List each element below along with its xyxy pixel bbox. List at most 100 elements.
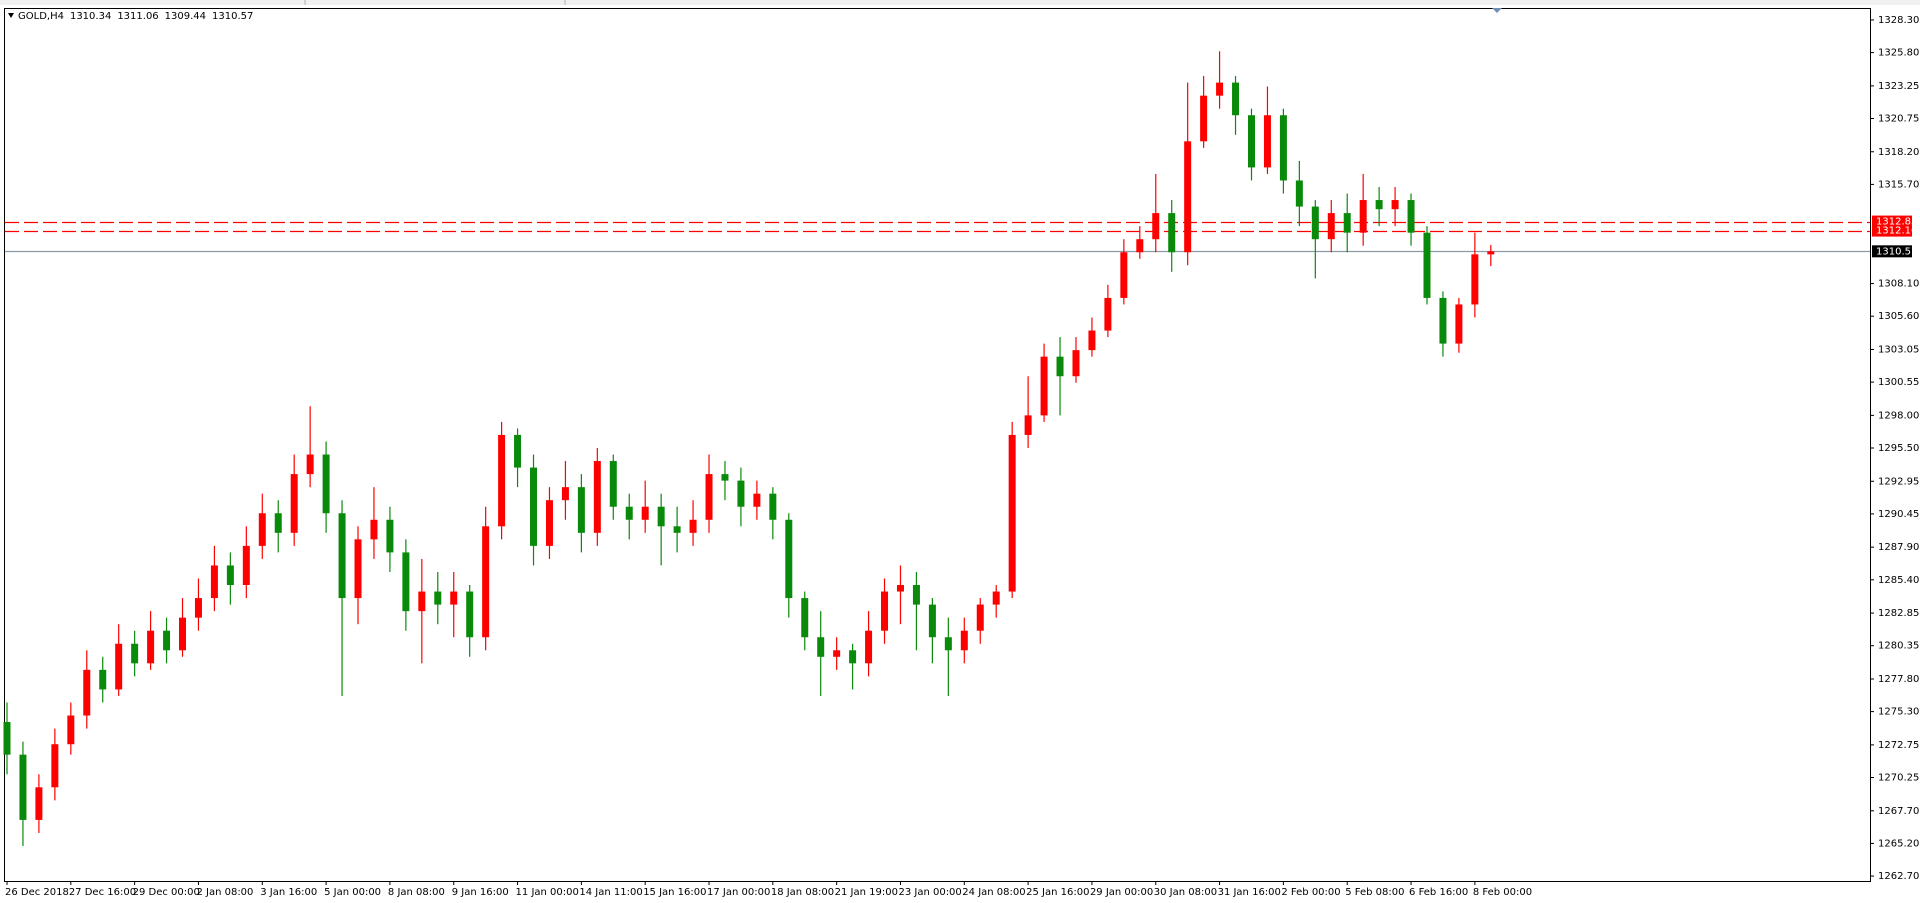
candle-body <box>657 506 665 527</box>
candle-body <box>865 630 873 664</box>
header-high: 1311.06 <box>117 11 158 22</box>
x-tick-label: 21 Jan 19:00 <box>835 887 898 898</box>
candle-body <box>593 461 601 533</box>
candle-body <box>928 604 936 638</box>
candle-body <box>210 565 218 599</box>
candle-body <box>1008 434 1016 592</box>
x-tick-label: 17 Jan 00:00 <box>707 887 770 898</box>
candle-body <box>115 643 123 690</box>
y-tick-label: 1277.80 <box>1878 674 1919 685</box>
candle-body <box>35 787 43 820</box>
x-tick-label: 8 Feb 00:00 <box>1473 887 1532 898</box>
candle-body <box>1120 252 1128 298</box>
x-tick-label: 31 Jan 16:00 <box>1218 887 1281 898</box>
x-tick-label: 8 Jan 08:00 <box>388 887 445 898</box>
y-tick-label: 1320.75 <box>1878 113 1919 124</box>
y-tick-label: 1267.70 <box>1878 806 1919 817</box>
toolbar-strip <box>0 0 1920 5</box>
y-tick-label: 1298.00 <box>1878 410 1919 421</box>
y-tick-label: 1275.30 <box>1878 707 1919 718</box>
candle-body <box>99 669 107 690</box>
y-tick-label: 1308.10 <box>1878 279 1919 290</box>
candle-body <box>242 545 250 586</box>
price-level-tag <box>1872 224 1912 237</box>
plot-frame <box>4 8 1871 882</box>
candle-body <box>402 552 410 612</box>
x-tick-label: 18 Jan 08:00 <box>771 887 834 898</box>
y-tick-label: 1262.70 <box>1878 871 1919 882</box>
candle-body <box>179 617 187 651</box>
y-tick-label: 1323.25 <box>1878 81 1919 92</box>
x-tick-label: 6 Feb 16:00 <box>1409 887 1468 898</box>
candle-body <box>896 585 904 592</box>
candle-body <box>753 493 761 507</box>
y-tick-label: 1272.75 <box>1878 740 1919 751</box>
candle-body <box>785 519 793 599</box>
y-tick-label: 1300.55 <box>1878 377 1919 388</box>
price-level-tag <box>1872 215 1912 228</box>
x-tick-label: 3 Jan 16:00 <box>260 887 317 898</box>
candle-body <box>131 643 139 664</box>
y-tick-label: 1325.80 <box>1878 48 1919 59</box>
candle-body <box>1216 82 1224 96</box>
candle-body <box>689 519 697 533</box>
candle-body <box>306 454 314 475</box>
y-tick-label: 1287.90 <box>1878 542 1919 553</box>
candle-body <box>67 715 75 745</box>
candle-body <box>960 630 968 651</box>
x-tick-label: 27 Dec 16:00 <box>69 887 136 898</box>
candle-body <box>1072 350 1080 377</box>
x-tick-label: 14 Jan 11:00 <box>579 887 642 898</box>
candle-body <box>817 637 825 657</box>
y-tick-label: 1318.20 <box>1878 147 1919 158</box>
candle-body <box>1247 115 1255 168</box>
candle-body <box>434 591 442 605</box>
candle-body <box>673 526 681 533</box>
candle-body <box>290 474 298 533</box>
candle-body <box>1136 239 1144 253</box>
price-level-tag <box>1872 245 1912 258</box>
candle-body <box>1024 415 1032 435</box>
candle-body <box>1152 213 1160 240</box>
y-tick-label: 1280.35 <box>1878 641 1919 652</box>
candle-body <box>1423 232 1431 298</box>
y-tick-label: 1305.60 <box>1878 311 1919 322</box>
candle-body <box>418 591 426 612</box>
candle-body <box>737 480 745 507</box>
x-tick-label: 30 Jan 08:00 <box>1154 887 1217 898</box>
candle-body <box>641 506 649 520</box>
x-tick-label: 2 Feb 00:00 <box>1281 887 1340 898</box>
x-tick-label: 29 Jan 00:00 <box>1090 887 1153 898</box>
candle-body <box>705 474 713 520</box>
candle-body <box>721 474 729 481</box>
candle-body <box>1407 200 1415 233</box>
x-tick-label: 24 Jan 08:00 <box>962 887 1025 898</box>
y-tick-label: 1292.95 <box>1878 476 1919 487</box>
candle-body <box>1375 200 1383 210</box>
header-open: 1310.34 <box>70 11 111 22</box>
y-tick-label: 1265.20 <box>1878 838 1919 849</box>
candle-body <box>1391 200 1399 210</box>
y-tick-label: 1282.85 <box>1878 608 1919 619</box>
candle-body <box>944 637 952 651</box>
x-tick-label: 11 Jan 00:00 <box>516 887 579 898</box>
y-tick-label: 1295.50 <box>1878 443 1919 454</box>
x-tick-label: 25 Jan 16:00 <box>1026 887 1089 898</box>
candle-body <box>498 434 506 527</box>
candle-body <box>561 487 569 501</box>
candle-body <box>881 591 889 631</box>
x-tick-label: 29 Dec 00:00 <box>133 887 200 898</box>
candle-body <box>769 493 777 520</box>
candle-body <box>51 744 59 788</box>
candle-body <box>3 722 11 755</box>
candle-body <box>1343 213 1351 233</box>
candle-body <box>801 598 809 638</box>
candle-body <box>450 591 458 605</box>
candle-body <box>1168 213 1176 253</box>
x-tick-label: 2 Jan 08:00 <box>196 887 253 898</box>
candle-body <box>625 506 633 520</box>
y-tick-label: 1315.70 <box>1878 179 1919 190</box>
candle-body <box>370 519 378 540</box>
candle-body <box>274 513 282 533</box>
candle-body <box>1455 304 1463 344</box>
